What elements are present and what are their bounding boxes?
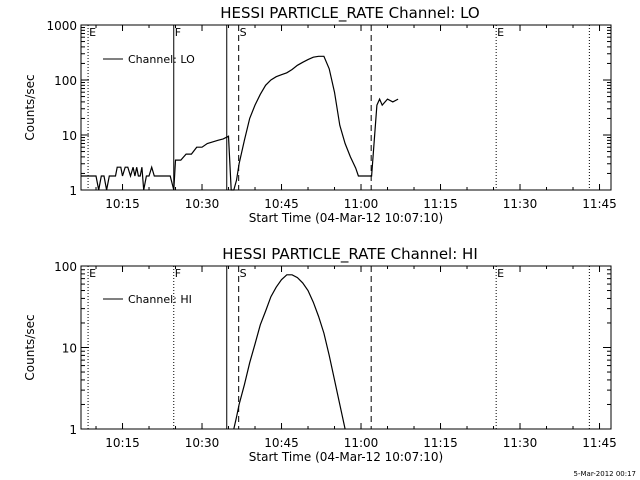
x-tick-label: 11:30 (503, 197, 538, 211)
plot-frame (80, 265, 612, 430)
plot-frame (80, 24, 612, 191)
x-tick-label: 10:45 (264, 436, 299, 450)
legend-label: Channel: LO (128, 53, 195, 66)
event-marker-label: F (175, 26, 181, 39)
legend-label: Channel: HI (128, 293, 192, 306)
chart-title: HESSI PARTICLE_RATE Channel: LO (220, 4, 479, 23)
x-tick-label: 11:00 (344, 436, 379, 450)
y-tick-label: 10 (62, 342, 77, 356)
chart-title: HESSI PARTICLE_RATE Channel: HI (222, 245, 478, 264)
y-tick-label: 1 (69, 423, 77, 437)
y-tick-label: 1000 (46, 19, 77, 33)
x-tick-label: 10:15 (105, 436, 140, 450)
x-tick-label: 10:30 (185, 436, 220, 450)
footer-timestamp: 5-Mar-2012 00:17 (574, 470, 636, 478)
panel-channel-hi: HESSI PARTICLE_RATE Channel: HI 10:15 10:3… (23, 245, 617, 464)
y-tick-label: 10 (62, 129, 77, 143)
y-tick-label: 1 (69, 184, 77, 198)
series-line (233, 274, 346, 430)
x-tick-label: 11:15 (423, 436, 458, 450)
y-axis-label: Counts/sec (23, 314, 37, 380)
x-tick-label: 10:45 (264, 197, 299, 211)
event-marker-label: S (240, 26, 247, 39)
event-marker-label: E (497, 267, 504, 280)
y-axis-label: Counts/sec (23, 74, 37, 140)
event-marker-label: S (240, 267, 247, 280)
x-tick-label: 11:45 (582, 197, 617, 211)
x-tick-label: 11:30 (503, 436, 538, 450)
x-tick-label: 11:15 (423, 197, 458, 211)
x-axis-label: Start Time (04-Mar-12 10:07:10) (249, 450, 443, 464)
event-marker-label: E (89, 26, 96, 39)
event-marker-label: F (175, 267, 181, 280)
x-axis-label: Start Time (04-Mar-12 10:07:10) (249, 211, 443, 225)
series-line (81, 55, 399, 191)
x-tick-label: 10:15 (105, 197, 140, 211)
panel-channel-lo: HESSI PARTICLE_RATE Channel: LO 10:15 10:3… (23, 4, 617, 225)
x-tick-label: 10:30 (185, 197, 220, 211)
event-marker-label: E (497, 26, 504, 39)
y-tick-label: 100 (54, 74, 77, 88)
x-tick-label: 11:00 (344, 197, 379, 211)
y-tick-label: 100 (54, 260, 77, 274)
x-tick-label: 11:45 (582, 436, 617, 450)
event-marker-label: E (89, 267, 96, 280)
